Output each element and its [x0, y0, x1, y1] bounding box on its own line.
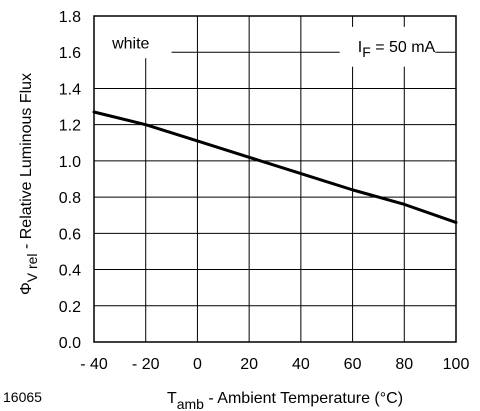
y-tick-label: 1.6 [59, 45, 81, 62]
white-annotation-text: white [111, 36, 149, 53]
x-tick-label: 40 [292, 356, 310, 373]
current-annotation-text: IF = 50 mA [358, 39, 436, 60]
relative-flux-line [92, 110, 458, 224]
plot-frame [93, 15, 457, 343]
y-axis-label-suffix: - Relative Luminous Flux [18, 73, 35, 254]
y-tick-label: 1.8 [59, 9, 81, 26]
y-tick-label: 0.6 [59, 226, 81, 243]
grid-lines [94, 16, 456, 342]
x-tick-label: 100 [443, 356, 470, 373]
x-tick-label: - 20 [132, 356, 160, 373]
annotation-layer: white IF = 50 mA [94, 16, 436, 67]
figure-id: 16065 [3, 389, 42, 405]
y-tick-label: 0.0 [59, 335, 81, 352]
x-tick-labels: - 40 - 20 0 20 40 60 80 100 [80, 356, 469, 373]
x-axis-label-suffix: - Ambient Temperature (°C) [204, 390, 403, 407]
x-axis-label: Tamb - Ambient Temperature (°C) [167, 390, 403, 411]
x-tick-label: 0 [193, 356, 202, 373]
y-tick-label: 0.8 [59, 190, 81, 207]
y-tick-label: 0.4 [59, 263, 81, 280]
x-tick-label: - 40 [80, 356, 108, 373]
y-tick-label: 0.2 [59, 299, 81, 316]
series-layer [92, 110, 458, 224]
y-axis-label: ΦV rel - Relative Luminous Flux [18, 73, 40, 295]
x-axis-label-subscript: amb [177, 396, 204, 411]
y-axis-label-subscript: V rel [24, 253, 40, 282]
y-tick-labels: 0.0 0.2 0.4 0.6 0.8 1.0 1.2 1.4 1.6 1.8 [59, 9, 81, 352]
current-annotation-subscript: F [362, 44, 371, 60]
x-tick-label: 20 [240, 356, 258, 373]
current-annotation-box [339, 26, 436, 67]
x-tick-label: 80 [395, 356, 413, 373]
y-tick-label: 1.0 [59, 154, 81, 171]
x-axis-label-main: T [167, 390, 177, 407]
plot-background [94, 16, 456, 342]
current-annotation-suffix: = 50 mA [371, 39, 436, 56]
x-tick-label: 60 [344, 356, 362, 373]
current-annotation-main: I [358, 39, 362, 56]
y-tick-label: 1.4 [59, 81, 81, 98]
y-tick-label: 1.2 [59, 118, 81, 135]
white-annotation-box [94, 16, 172, 59]
y-axis-label-main: Φ [18, 282, 35, 295]
